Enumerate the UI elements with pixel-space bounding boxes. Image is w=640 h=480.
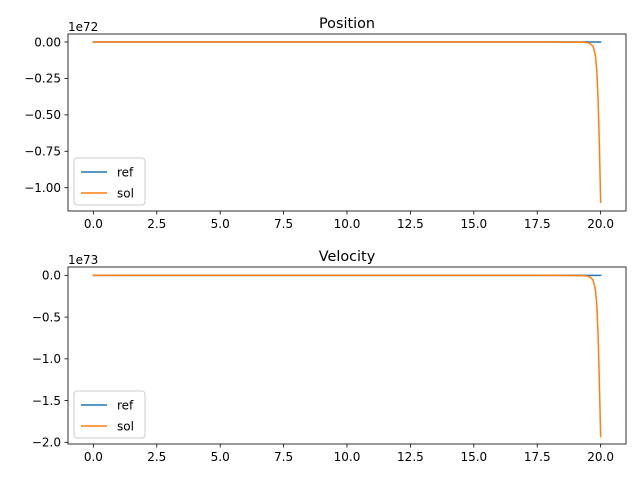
chart-2-legend-box <box>73 390 146 439</box>
chart-1-ytick-label: 0.00 <box>34 35 61 49</box>
chart-2-xtick-label: 15.0 <box>460 450 487 464</box>
chart-1-legend-box <box>73 157 146 206</box>
chart-2-series-sol-line <box>92 274 602 438</box>
chart-2-xtick-label: 10.0 <box>334 450 361 464</box>
chart-2-axes: 0.0 2.5 5.0 7.5 10.0 12.5 15.0 17.5 20.0 0.0 −0.5 −… <box>32 249 627 464</box>
chart-2-legend: ref sol <box>73 390 146 439</box>
chart-2-ytick-label: −2.0 <box>32 436 61 450</box>
chart-1-ytick-label: −1.00 <box>24 181 61 195</box>
chart-1-xtick-label: 10.0 <box>334 217 361 231</box>
chart-1-title: Position <box>319 16 375 32</box>
chart-1-legend-label-sol: sol <box>117 186 134 200</box>
chart-1-xtick-label: 12.5 <box>397 217 424 231</box>
chart-1-ytick-label: −0.50 <box>24 108 61 122</box>
chart-1-xtick-label: 0.0 <box>84 217 103 231</box>
chart-2-ytick-label: −1.0 <box>32 352 61 366</box>
chart-1-xtick-label: 15.0 <box>460 217 487 231</box>
chart-2-xtick-label: 12.5 <box>397 450 424 464</box>
chart-1-axes: 0.0 2.5 5.0 7.5 10.0 12.5 15.0 17.5 20.0 0.00 −0.2… <box>24 16 627 231</box>
chart-1-legend: ref sol <box>73 157 146 206</box>
chart-2-xtick-label: 2.5 <box>147 450 166 464</box>
chart-2-legend-label-ref: ref <box>117 398 134 412</box>
chart-2-ytick-label: −1.5 <box>32 394 61 408</box>
chart-2-legend-label-sol: sol <box>117 419 134 433</box>
chart-2-ytick-label: −0.5 <box>32 310 61 324</box>
chart-1-xtick-label: 5.0 <box>211 217 230 231</box>
chart-1-xtick-label: 20.0 <box>587 217 614 231</box>
chart-1-xtick-label: 2.5 <box>147 217 166 231</box>
chart-2-xtick-label: 17.5 <box>524 450 551 464</box>
chart-1-xtick-label: 17.5 <box>524 217 551 231</box>
chart-1-legend-label-ref: ref <box>117 165 134 179</box>
chart-1-ytick-label: −0.75 <box>24 145 61 159</box>
chart-1-series-sol-line <box>92 41 602 204</box>
chart-2-xtick-label: 0.0 <box>84 450 103 464</box>
chart-1-series-group <box>92 41 602 204</box>
chart-1-xtick-label: 7.5 <box>274 217 293 231</box>
chart-2-xtick-label: 20.0 <box>587 450 614 464</box>
chart-2-title: Velocity <box>319 249 376 265</box>
chart-2-ytick-label: 0.0 <box>42 269 61 283</box>
chart-2-xtick-label: 7.5 <box>274 450 293 464</box>
chart-2-series-group <box>92 274 602 438</box>
chart-1-ytick-label: −0.25 <box>24 72 61 86</box>
chart-2-xtick-label: 5.0 <box>211 450 230 464</box>
chart-1-offset-text: 1e72 <box>68 20 98 34</box>
chart-2-offset-text: 1e73 <box>68 253 98 267</box>
subplots: 0.0 2.5 5.0 7.5 10.0 12.5 15.0 17.5 20.0 0.00 −0.2… <box>24 16 627 464</box>
